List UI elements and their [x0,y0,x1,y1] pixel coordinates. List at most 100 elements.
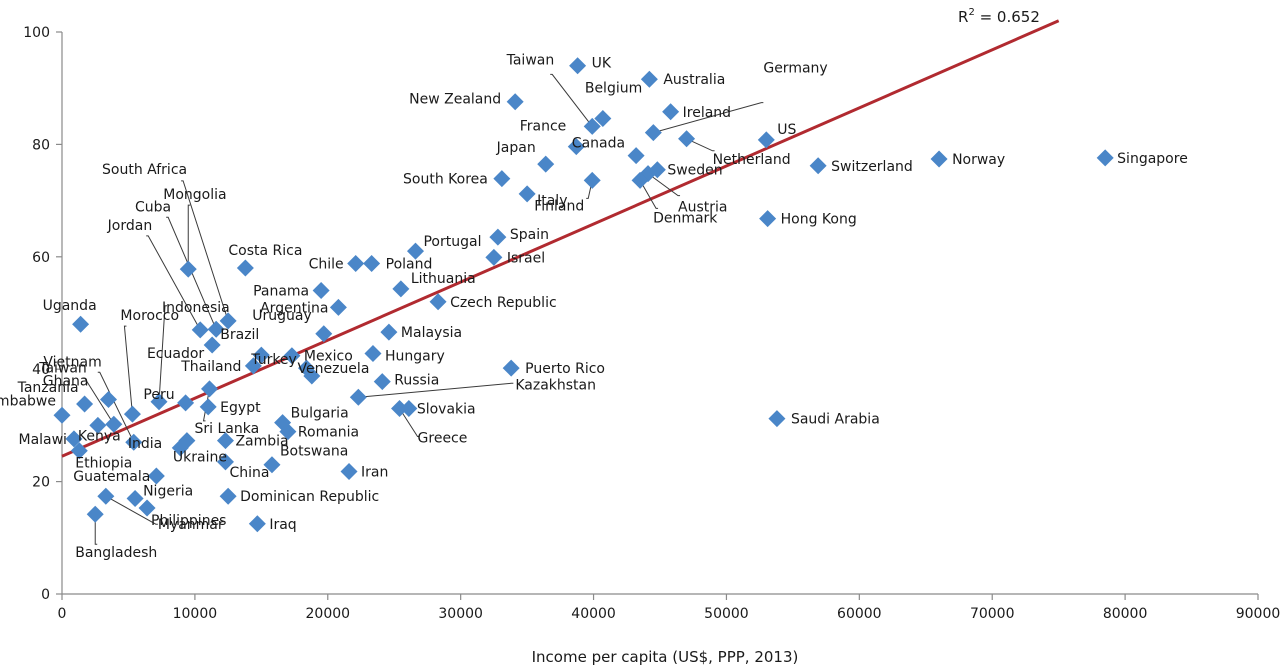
point-label-malawi: Malawi [18,432,66,448]
point-label-japan: Japan [496,140,536,156]
leader-line-netherland [686,138,715,152]
x-tick-label: 80000 [1103,606,1148,622]
point-brazil [252,346,270,364]
point-russia [373,373,391,391]
point-label-norway: Norway [952,152,1005,168]
x-tick-label: 20000 [306,606,351,622]
point-morocco [123,405,141,423]
point-label-canada: Canada [572,136,625,152]
x-axis-title: Income per capita (US$, PPP, 2013) [532,648,799,666]
point-uruguay [315,325,333,343]
y-tick-label: 80 [32,137,50,153]
point-label-kenya: Kenya [78,428,121,444]
point-taiwan [105,415,123,433]
point-label-india: India [128,436,162,452]
point-label-uganda: Uganda [43,298,97,314]
point-sri-lanka [201,380,219,398]
leader-line-germany [653,102,764,134]
point-puerto-rico [502,359,520,377]
point-hungary [364,344,382,362]
point-label-mexico: Mexico [304,349,353,365]
point-denmark [631,171,649,189]
y-tick-label: 60 [32,250,50,266]
point-myanmar [97,487,115,505]
point-label-egypt: Egypt [220,400,261,416]
point-label-chile: Chile [309,257,344,273]
point-jordan [191,321,209,339]
point-label-finland: Finland [534,198,584,214]
point-ethiopia [70,442,88,460]
point-label-sweden: Sweden [667,163,722,179]
point-label-singapore: Singapore [1117,151,1188,167]
y-tick-label: 20 [32,475,50,491]
point-label-spain: Spain [510,227,549,243]
point-label-brazil: Brazil [220,327,259,343]
point-switzerland [809,157,827,175]
point-argentina [329,298,347,316]
point-label-vietnam: Vietnam [43,354,101,370]
trendline-group [61,19,1060,458]
point-kazakhstan [349,388,367,406]
point-label-us: US [777,122,796,138]
point-new-zealand [506,93,524,111]
leader-line-bangladesh [94,514,98,545]
point-japan [537,155,555,173]
leader-line-south-africa [181,180,229,322]
x-tick-label: 60000 [837,606,882,622]
point-label-mongolia: Mongolia [163,187,226,203]
point-italy [518,185,536,203]
x-tick-label: 0 [58,606,67,622]
point-label-slovakia: Slovakia [417,402,476,418]
point-label-france: France [520,119,567,135]
point-label-ireland: Ireland [683,105,731,121]
point-label-philippines: Philippines [151,513,226,529]
point-label-bulgaria: Bulgaria [291,406,349,422]
point-uganda [72,315,90,333]
point-philippines [138,499,156,517]
leader-line-taiwan [82,377,115,425]
point-label-uk: UK [592,56,612,72]
x-tick-label: 90000 [1236,606,1281,622]
point-label-saudi-arabia: Saudi Arabia [791,412,880,428]
trendline [61,19,1060,458]
point-mongolia [179,260,197,278]
point-kenya [89,416,107,434]
point-label-jordan: Jordan [107,218,153,234]
point-ghana [100,391,118,409]
point-label-switzerland: Switzerland [831,159,913,175]
point-india [171,439,189,457]
point-label-china: China [229,465,269,481]
point-egypt [199,398,217,416]
point-portugal [406,242,424,260]
point-vietnam [125,433,143,451]
point-label-romania: Romania [298,425,359,441]
point-label-taiwan: Taiwan [38,360,87,376]
x-tick-label: 10000 [173,606,218,622]
point-label-belgium: Belgium [585,81,642,97]
point-label-costa-rica: Costa Rica [228,243,302,259]
point-malaysia [380,323,398,341]
leader-line-denmark [639,180,659,209]
point-label-russia: Russia [394,373,439,389]
point-label-israel: Israel [507,250,545,266]
point-label-kazakhstan: Kazakhstan [515,377,596,393]
x-tick-label: 40000 [571,606,616,622]
point-iraq [248,515,266,533]
point-label-denmark: Denmark [653,210,718,226]
point-saudi-arabia [768,410,786,428]
r-squared-symbol: R [958,8,968,26]
point-canada [627,147,645,165]
leader-line-vietnam [97,371,135,443]
leader-lines [82,73,764,545]
r-squared-superscript: 2 [968,7,974,18]
point-norway [930,150,948,168]
point-label-germany: Germany [763,61,827,77]
point-label-ghana: Ghana [43,374,89,390]
point-netherland [678,130,696,148]
point-label-zambia: Zambia [235,434,288,450]
point-label-dominican-republic: Dominican Republic [240,489,379,505]
point-label-ethiopia: Ethiopia [75,456,132,472]
point-label-venezuela: Venezuela [298,361,370,377]
point-label-puerto-rico: Puerto Rico [525,361,605,377]
leader-line-greece [399,408,420,438]
